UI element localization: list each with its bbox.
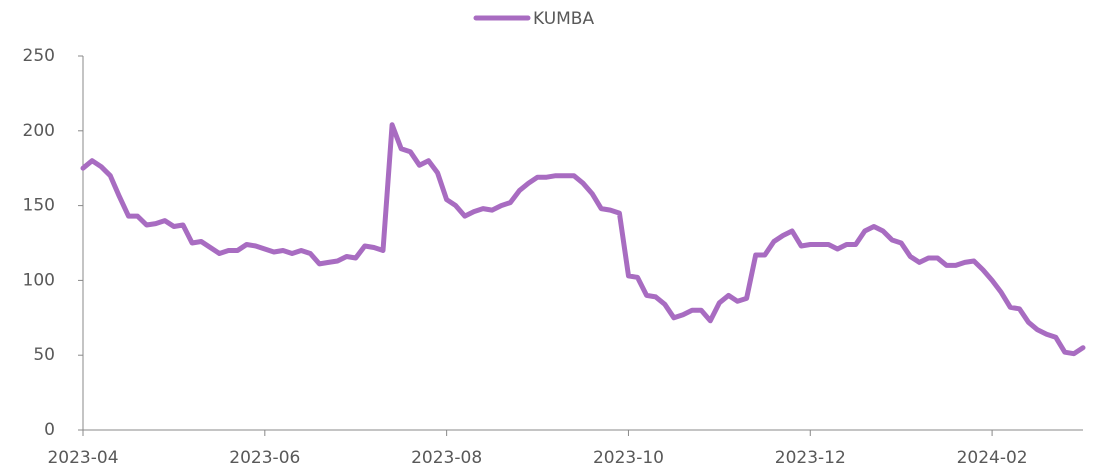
line-series: [80, 122, 1086, 357]
x-tick-label: 2024-02: [957, 448, 1028, 468]
legend-label: KUMBA: [533, 9, 594, 29]
y-tick-label: 200: [23, 121, 55, 141]
x-tick-label: 2023-06: [229, 448, 300, 468]
y-tick-label: 250: [23, 46, 55, 66]
y-tick-label: 0: [44, 420, 55, 440]
x-tick-label: 2023-12: [775, 448, 846, 468]
y-tick-label: 150: [23, 196, 55, 216]
y-tick-label: 100: [23, 270, 55, 290]
y-tick-label: 50: [33, 345, 55, 365]
x-tick-label: 2023-08: [411, 448, 482, 468]
x-tick-label: 2023-10: [593, 448, 664, 468]
x-tick-label: 2023-04: [47, 448, 118, 468]
